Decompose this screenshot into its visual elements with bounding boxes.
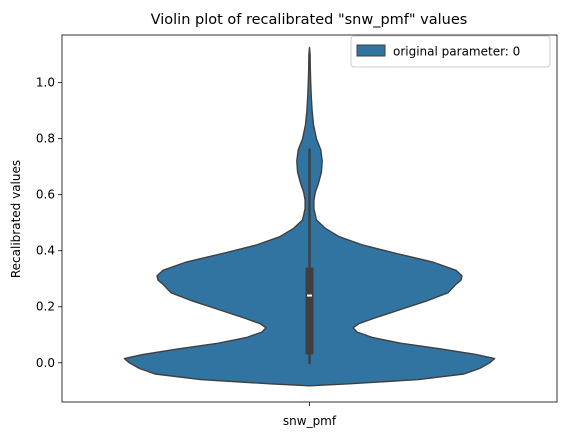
y-tick-label: 0.6 bbox=[36, 188, 55, 202]
y-tick-label: 0.2 bbox=[36, 300, 55, 314]
chart-title: Violin plot of recalibrated "snw_pmf" va… bbox=[151, 12, 468, 28]
x-tick-label: snw_pmf bbox=[283, 414, 337, 428]
y-tick-label: 1.0 bbox=[36, 76, 55, 90]
y-tick-label: 0.0 bbox=[36, 356, 55, 370]
y-axis-label: Recalibrated values bbox=[9, 160, 23, 278]
legend[interactable]: original parameter: 0 bbox=[350, 35, 551, 68]
y-tick-label: 0.8 bbox=[36, 132, 55, 146]
legend-frame bbox=[350, 35, 551, 68]
legend-entry: original parameter: 0 bbox=[393, 45, 520, 59]
y-tick-label: 0.4 bbox=[36, 244, 55, 258]
interquartile-box bbox=[305, 267, 314, 355]
legend-swatch bbox=[356, 44, 386, 57]
plot-area: 0.0 0.2 0.4 0.6 0.8 1.0 snw_pmf bbox=[36, 34, 558, 428]
